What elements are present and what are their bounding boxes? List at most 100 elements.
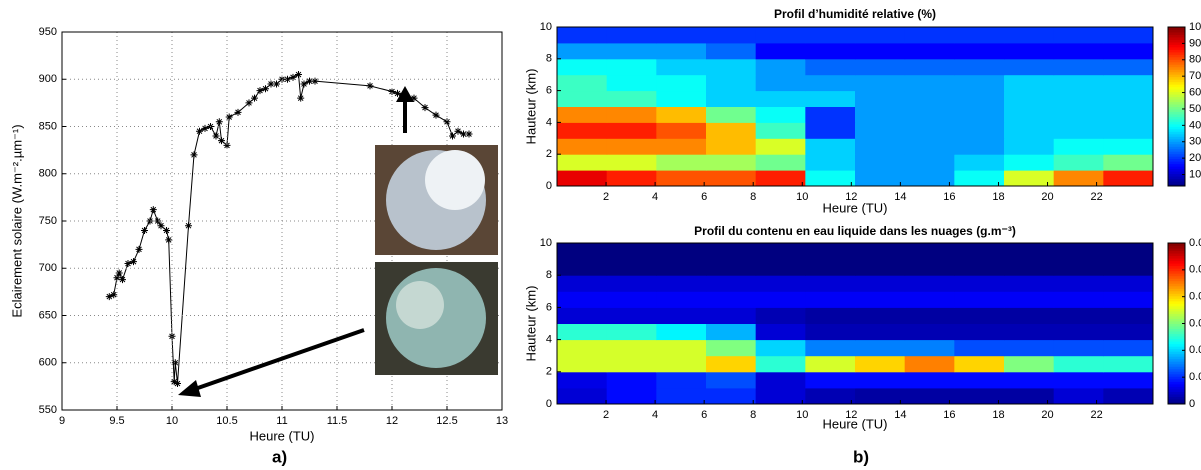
colorbar-band bbox=[1168, 331, 1185, 335]
heat-cell bbox=[755, 170, 806, 187]
heat-cell bbox=[1053, 355, 1104, 373]
x-tick-label: 20 bbox=[1041, 191, 1053, 203]
heat-cell bbox=[706, 259, 757, 276]
x-tick-label: 11.5 bbox=[327, 415, 348, 427]
colorbar-band bbox=[1168, 278, 1185, 282]
heat-cell bbox=[606, 275, 657, 292]
heat-cell bbox=[904, 74, 955, 92]
heat-cell bbox=[656, 170, 707, 187]
arrow-up-head bbox=[396, 86, 414, 102]
star-marker bbox=[366, 82, 374, 90]
heat-cell bbox=[1053, 307, 1104, 324]
heat-cell bbox=[954, 339, 1005, 357]
colorbar-band bbox=[1168, 250, 1185, 254]
heat-cell bbox=[1053, 323, 1104, 341]
star-marker bbox=[218, 137, 225, 145]
colorbar-band bbox=[1168, 255, 1185, 259]
heat-cell bbox=[855, 170, 906, 187]
sky-photo-1-cloud bbox=[425, 150, 485, 210]
colorbar-band bbox=[1168, 326, 1185, 330]
colorbar-band bbox=[1168, 348, 1185, 352]
x-tick-label: 8 bbox=[750, 191, 756, 203]
colorbar-band bbox=[1168, 268, 1185, 272]
colorbar-band bbox=[1168, 84, 1185, 88]
colorbar-band bbox=[1168, 298, 1185, 302]
heat-cell bbox=[656, 42, 707, 60]
colorbar-tick-label: 10 bbox=[1189, 168, 1201, 180]
colorbar-band bbox=[1168, 353, 1185, 357]
y-tick-label: 0 bbox=[546, 180, 552, 192]
x-tick-label: 9 bbox=[59, 415, 65, 427]
colorbar-band bbox=[1168, 163, 1185, 167]
star-marker bbox=[157, 222, 165, 230]
heat-cell bbox=[904, 122, 955, 139]
heat-cell bbox=[557, 74, 608, 92]
star-marker bbox=[245, 99, 253, 107]
colorbar-band bbox=[1168, 176, 1185, 180]
colorbar-band bbox=[1168, 46, 1185, 50]
heat-cell bbox=[656, 243, 707, 260]
colorbar-band bbox=[1168, 31, 1185, 35]
colorbar-band bbox=[1168, 161, 1185, 165]
heat-cell bbox=[904, 170, 955, 187]
heat-cell bbox=[706, 243, 757, 260]
colorbar-band bbox=[1168, 371, 1185, 375]
x-tick-label: 18 bbox=[992, 409, 1004, 421]
heat-cell bbox=[1004, 138, 1055, 155]
heat-cell bbox=[1004, 387, 1055, 405]
heat-cell bbox=[557, 243, 608, 260]
star-marker bbox=[141, 226, 148, 234]
colorbar-band bbox=[1168, 141, 1185, 145]
heat-cell bbox=[805, 355, 856, 373]
heat-cell bbox=[904, 323, 955, 341]
heat-cell bbox=[706, 90, 757, 107]
star-marker bbox=[306, 77, 313, 85]
x-tick-label: 16 bbox=[943, 191, 955, 203]
heat-cell bbox=[1103, 138, 1154, 155]
heat-cell bbox=[1103, 291, 1154, 308]
colorbar-band bbox=[1168, 318, 1185, 322]
heat-cell bbox=[954, 58, 1005, 76]
colorbar-band bbox=[1168, 146, 1185, 150]
star-marker bbox=[174, 380, 181, 388]
colorbar-band bbox=[1168, 86, 1185, 90]
colorbar-band bbox=[1168, 253, 1185, 257]
colorbar-band bbox=[1168, 333, 1185, 337]
colorbar-band bbox=[1168, 245, 1185, 249]
heat-cell bbox=[557, 138, 608, 155]
heat-cell bbox=[706, 74, 757, 92]
colorbar-tick-label: 0.04 bbox=[1189, 291, 1201, 303]
heat-cell bbox=[805, 291, 856, 308]
star-marker bbox=[432, 111, 440, 119]
x-tick-label: 14 bbox=[894, 409, 906, 421]
heat-cell bbox=[1103, 170, 1154, 187]
heat-cell bbox=[1103, 275, 1154, 292]
heat-cell bbox=[557, 27, 608, 44]
heat-cell bbox=[557, 355, 608, 373]
y-tick-label: 4 bbox=[546, 116, 552, 128]
y-axis-label: Hauteur (km) bbox=[523, 286, 538, 362]
colorbar-band bbox=[1168, 108, 1185, 112]
star-marker bbox=[105, 293, 113, 301]
heat-cell bbox=[557, 42, 608, 60]
star-marker bbox=[215, 118, 223, 126]
heat-cell bbox=[606, 371, 657, 389]
heat-cell bbox=[1103, 355, 1154, 373]
y-tick-label: 950 bbox=[39, 26, 57, 38]
colorbar-band bbox=[1168, 308, 1185, 312]
heat-cell bbox=[606, 27, 657, 44]
y-tick-label: 6 bbox=[546, 301, 552, 313]
colorbar-band bbox=[1168, 285, 1185, 289]
colorbar-band bbox=[1168, 391, 1185, 395]
panel-label: b) bbox=[853, 447, 869, 466]
heat-cell bbox=[805, 339, 856, 357]
heat-cell bbox=[855, 387, 906, 405]
colorbar-band bbox=[1168, 44, 1185, 48]
heat-cell bbox=[656, 275, 707, 292]
heat-cell bbox=[656, 58, 707, 76]
colorbar-band bbox=[1168, 303, 1185, 307]
colorbar-band bbox=[1168, 320, 1185, 324]
star-marker bbox=[460, 130, 467, 138]
heat-cell bbox=[1004, 355, 1055, 373]
colorbar-band bbox=[1168, 273, 1185, 277]
